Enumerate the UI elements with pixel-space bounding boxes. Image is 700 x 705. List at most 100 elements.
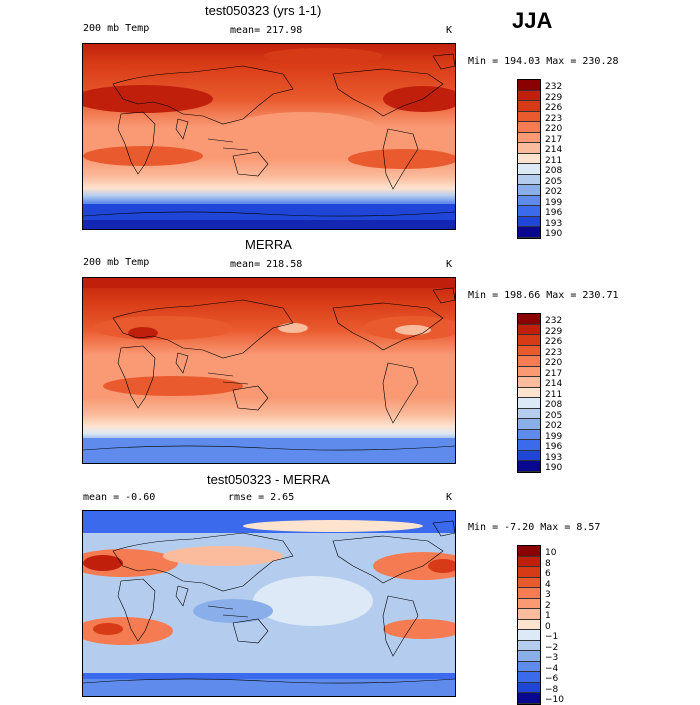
colorbar-label: −8 (545, 684, 559, 695)
colorbar-swatch (518, 324, 540, 335)
colorbar-label: 193 (545, 452, 563, 463)
colorbar-swatch (518, 227, 540, 238)
colorbar-swatch (518, 440, 540, 451)
colorbar-label: 208 (545, 400, 563, 410)
colorbar-label: 217 (545, 134, 563, 145)
colorbar-swatch (518, 556, 540, 567)
colorbar-swatch (518, 80, 540, 91)
panel-3-colorbar (517, 545, 541, 705)
colorbar-label: 214 (545, 379, 563, 389)
colorbar-label: 10 (545, 548, 557, 558)
colorbar-swatch (518, 598, 540, 609)
season-label: JJA (512, 8, 553, 33)
colorbar-label: 214 (545, 145, 563, 155)
colorbar-swatch (518, 122, 540, 133)
panel-1-title: test050323 (yrs 1-1) (205, 3, 322, 18)
colorbar-swatch (518, 366, 540, 377)
colorbar-label: 217 (545, 368, 563, 379)
colorbar-swatch (518, 206, 540, 217)
colorbar-label: 211 (545, 155, 563, 166)
colorbar-swatch (518, 630, 540, 641)
colorbar-swatch (518, 429, 540, 440)
colorbar-label: 199 (545, 197, 563, 208)
colorbar-swatch (518, 387, 540, 398)
colorbar-label: 229 (545, 326, 563, 337)
panel-2-unit: K (446, 259, 453, 270)
colorbar-label: 229 (545, 92, 563, 103)
colorbar-swatch (518, 651, 540, 662)
panel-2-minmax: Min = 198.66 Max = 230.71 (468, 290, 619, 301)
panel-1-mean-label: mean= 217.98 (230, 25, 303, 36)
panel-2-colorbar (517, 313, 541, 473)
colorbar-swatch (518, 661, 540, 672)
panel-3-title: test050323 - MERRA (207, 472, 330, 487)
colorbar-label: 193 (545, 218, 563, 229)
colorbar-swatch (518, 693, 540, 704)
colorbar-swatch (518, 164, 540, 175)
panel-1-unit: K (446, 25, 453, 36)
panel-3-rmse-label: rmse = 2.65 (228, 492, 295, 503)
colorbar-label: 6 (545, 569, 551, 579)
colorbar-swatch (518, 408, 540, 419)
panel-2-title: MERRA (245, 237, 292, 252)
colorbar-swatch (518, 682, 540, 693)
colorbar-label: 190 (545, 229, 563, 239)
colorbar-label: −4 (545, 663, 559, 674)
colorbar-swatch (518, 356, 540, 367)
colorbar-label: 226 (545, 337, 563, 347)
colorbar-label: 196 (545, 442, 563, 452)
panel-1-map (82, 43, 456, 230)
colorbar-label: 196 (545, 208, 563, 218)
colorbar-label: 223 (545, 113, 563, 124)
colorbar-label: 202 (545, 421, 563, 431)
colorbar-label: 211 (545, 389, 563, 400)
colorbar-label: 199 (545, 431, 563, 442)
colorbar-swatch (518, 577, 540, 588)
panel-2-left-label: 200 mb Temp (83, 257, 150, 268)
colorbar-label: 4 (545, 579, 551, 590)
colorbar-label: −10 (545, 695, 564, 705)
colorbar-swatch (518, 143, 540, 154)
colorbar-label: 223 (545, 347, 563, 358)
colorbar-swatch (518, 335, 540, 346)
colorbar-label: −3 (545, 653, 559, 663)
colorbar-swatch (518, 216, 540, 227)
colorbar-swatch (518, 185, 540, 196)
panel-3-map (82, 510, 456, 697)
colorbar-label: −2 (545, 642, 559, 653)
colorbar-swatch (518, 345, 540, 356)
panel-3-mean-label: mean = -0.60 (83, 492, 156, 503)
colorbar-swatch (518, 132, 540, 143)
colorbar-label: 220 (545, 124, 563, 134)
colorbar-swatch (518, 153, 540, 164)
panel-1-minmax: Min = 194.03 Max = 230.28 (468, 56, 619, 67)
panel-3-unit: K (446, 492, 453, 503)
colorbar-label: 1 (545, 611, 551, 621)
colorbar-label: 205 (545, 410, 563, 421)
colorbar-label: 226 (545, 103, 563, 113)
colorbar-label: 190 (545, 463, 563, 473)
panel-1-left-label: 200 mb Temp (83, 23, 150, 34)
colorbar-swatch (518, 419, 540, 430)
colorbar-swatch (518, 672, 540, 683)
colorbar-swatch (518, 461, 540, 472)
colorbar-label: 202 (545, 187, 563, 197)
panel-2-mean-label: mean= 218.58 (230, 259, 303, 270)
colorbar-swatch (518, 90, 540, 101)
colorbar-label: 8 (545, 558, 551, 569)
colorbar-label: −1 (545, 632, 559, 642)
colorbar-swatch (518, 450, 540, 461)
colorbar-label: 232 (545, 316, 563, 326)
colorbar-swatch (518, 174, 540, 185)
colorbar-label: 205 (545, 176, 563, 187)
colorbar-swatch (518, 609, 540, 620)
colorbar-swatch (518, 101, 540, 112)
colorbar-swatch (518, 377, 540, 388)
colorbar-swatch (518, 111, 540, 122)
colorbar-label: 232 (545, 82, 563, 92)
colorbar-label: 220 (545, 358, 563, 368)
panel-1-colorbar (517, 79, 541, 239)
colorbar-swatch (518, 567, 540, 578)
colorbar-swatch (518, 398, 540, 409)
colorbar-swatch (518, 546, 540, 557)
